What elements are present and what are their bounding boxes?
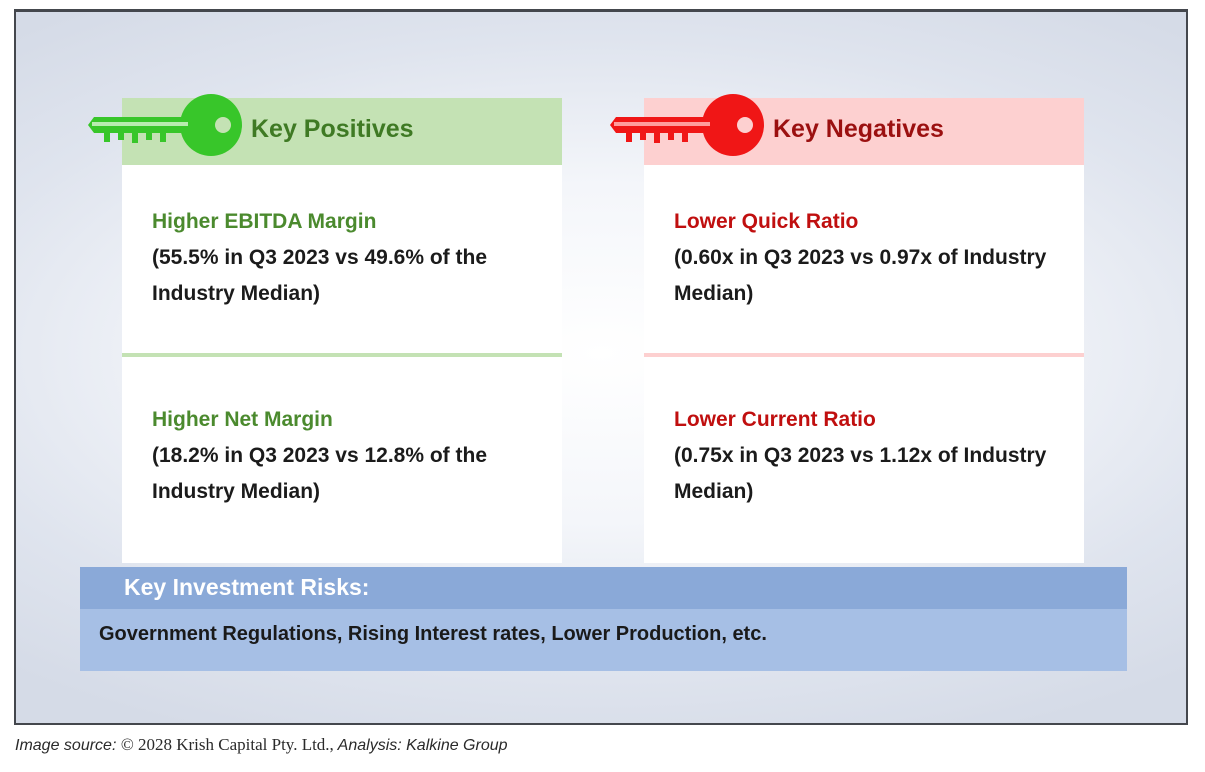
risks-title: Key Investment Risks: xyxy=(80,567,1127,609)
positive-card-ebitda-margin: Higher EBITDA Margin (55.5% in Q3 2023 v… xyxy=(122,165,562,357)
positive-card-detail: (18.2% in Q3 2023 vs 12.8% of the Indust… xyxy=(152,444,487,503)
risks-body: Government Regulations, Rising Interest … xyxy=(99,623,767,645)
red-key-icon xyxy=(610,94,764,156)
positive-card-detail: (55.5% in Q3 2023 vs 49.6% of the Indust… xyxy=(152,246,487,305)
negative-card-title: Lower Current Ratio xyxy=(674,408,876,431)
negative-card-current-ratio: Lower Current Ratio (0.75x in Q3 2023 vs… xyxy=(644,357,1084,563)
positive-card-title: Higher EBITDA Margin xyxy=(152,210,377,233)
key-positives-panel: Key Positives Higher EBITDA Margin (55.5… xyxy=(88,94,562,563)
positive-card-net-margin: Higher Net Margin (18.2% in Q3 2023 vs 1… xyxy=(122,357,562,563)
key-investment-risks-box: Key Investment Risks: Government Regulat… xyxy=(80,567,1127,671)
infographic-frame: Key Positives Higher EBITDA Margin (55.5… xyxy=(14,9,1188,725)
green-key-icon xyxy=(88,94,242,156)
negative-card-detail: (0.60x in Q3 2023 vs 0.97x of Industry M… xyxy=(674,246,1047,305)
negative-card-title: Lower Quick Ratio xyxy=(674,210,859,233)
key-negatives-panel: Key Negatives Lower Quick Ratio (0.60x i… xyxy=(610,94,1084,563)
key-positives-header: Key Positives xyxy=(88,94,562,165)
negative-card-detail: (0.75x in Q3 2023 vs 1.12x of Industry M… xyxy=(674,444,1047,503)
caption-analysis: Analysis: Kalkine Group xyxy=(333,737,508,754)
positive-card-title: Higher Net Margin xyxy=(152,408,333,431)
key-negatives-title: Key Negatives xyxy=(773,115,944,143)
caption-source: © 2028 Krish Capital Pty. Ltd., xyxy=(120,735,334,754)
key-positives-title: Key Positives xyxy=(251,115,414,143)
caption-prefix: Image source: xyxy=(15,737,121,754)
image-caption: Image source: © 2028 Krish Capital Pty. … xyxy=(15,735,508,755)
negative-card-quick-ratio: Lower Quick Ratio (0.60x in Q3 2023 vs 0… xyxy=(644,165,1084,357)
key-negatives-header: Key Negatives xyxy=(610,94,1084,165)
